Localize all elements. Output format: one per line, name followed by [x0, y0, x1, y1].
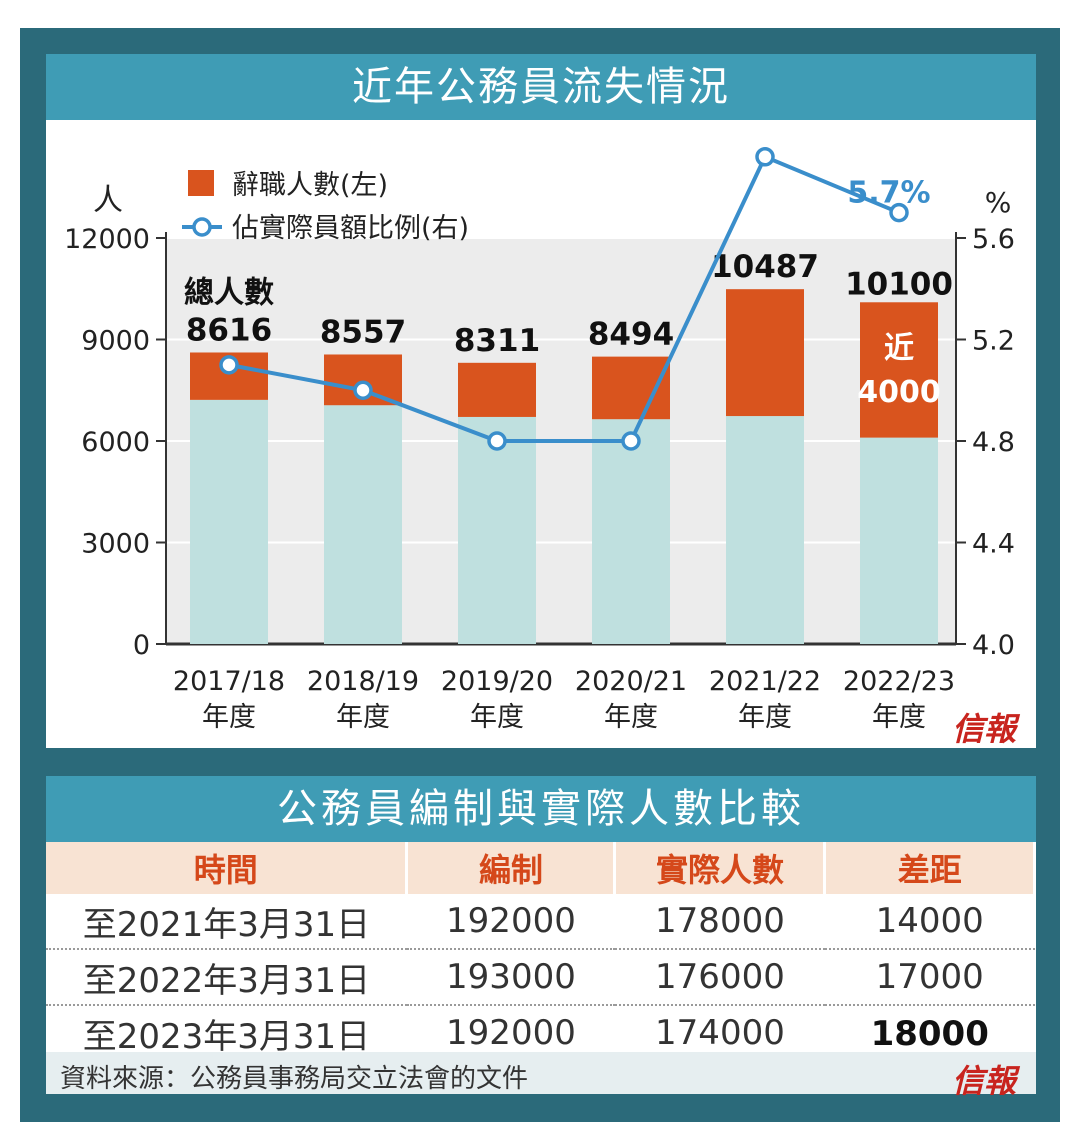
y-right-tick-label: 4.8 [972, 427, 1015, 458]
chart-title: 近年公務員流失情況 [46, 54, 1036, 120]
chart: 0 3000 6000 9000 12000 4.0 4.4 4.8 5.2 5.6 人 % 8616 2… [64, 147, 1015, 733]
x-tick-label: 2019/20 [441, 666, 553, 697]
bar-resignations [726, 289, 804, 417]
bar-annotation: 近 [884, 331, 914, 366]
y-left-tick-label: 3000 [81, 529, 150, 560]
ratio-point [219, 355, 239, 375]
y-right-tick-label: 5.2 [972, 326, 1015, 357]
header-establishment: 編制 [406, 842, 617, 894]
legend-marker-ratio [192, 217, 212, 237]
bar-remaining [726, 416, 804, 644]
cell-gap: 18000 [870, 1013, 989, 1054]
legend-label-resignations: 辭職人數(左) [232, 170, 388, 201]
cell-time: 至2022年3月31日 [46, 949, 407, 1006]
logo-bottom: 信報 [952, 1062, 1017, 1100]
x-tick-label: 2017/18 [173, 666, 285, 697]
table-row: 至2021年3月31日 192000 178000 14000 [46, 894, 1035, 950]
x-tick-label: 2021/22 [709, 666, 821, 697]
y-left-tick-label: 9000 [81, 326, 150, 357]
bar-total-label: 8494 [588, 317, 674, 353]
header-time: 時間 [46, 842, 409, 894]
ratio-point [353, 380, 373, 400]
bar-remaining [324, 405, 402, 644]
y-right-unit: % [985, 186, 1012, 219]
bar-total-label: 10487 [711, 249, 819, 285]
x-tick-label: 年度 [202, 702, 256, 733]
ratio-point [889, 202, 909, 223]
cell-establishment: 193000 [406, 949, 615, 1006]
y-left-tick-label: 0 [133, 630, 150, 661]
legend-swatch-resignations [188, 170, 214, 196]
ratio-point [755, 147, 775, 167]
bar-remaining [190, 399, 268, 644]
y-left-tick-label: 12000 [64, 224, 150, 255]
x-tick-label: 2018/19 [307, 666, 419, 697]
x-tick-label: 年度 [470, 702, 524, 733]
cell-gap: 14000 [824, 894, 1035, 950]
cell-gap: 17000 [824, 949, 1035, 1006]
ratio-line [228, 154, 900, 443]
legend-label-ratio: 佔實際員額比例(右) [232, 213, 469, 244]
cell-establishment: 192000 [406, 894, 615, 950]
total-heading: 總人數 [184, 275, 274, 310]
cell-actual: 178000 [614, 894, 825, 950]
table-header-row: 時間 編制 實際人數 差距 [46, 842, 1036, 894]
ratio-point [621, 431, 641, 451]
x-tick-label: 2020/21 [575, 666, 687, 697]
bar-resignations [592, 356, 670, 420]
table-title: 公務員編制與實際人數比較 [46, 776, 1036, 842]
bar-remaining [458, 416, 536, 644]
bar-total-label: 8557 [320, 314, 406, 350]
x-tick-label: 年度 [336, 702, 390, 733]
bar-remaining [860, 437, 938, 644]
table-row: 至2022年3月31日 193000 176000 17000 [46, 949, 1035, 1006]
x-tick-label: 年度 [604, 702, 658, 733]
bar-total-label: 8616 [186, 312, 272, 348]
ratio-last-label: 5.7% [847, 176, 930, 211]
bar-resignations [860, 302, 938, 438]
bar-total-label: 8311 [454, 323, 540, 359]
header-gap: 差距 [824, 842, 1036, 894]
bar-resignations [458, 362, 536, 417]
y-right-tick-label: 4.4 [972, 529, 1015, 560]
y-right-tick-label: 5.6 [972, 224, 1015, 255]
x-tick-label: 年度 [738, 702, 792, 733]
cell-time: 至2021年3月31日 [46, 894, 407, 950]
bar-remaining [592, 419, 670, 644]
bar-annotation: 4000 [857, 375, 941, 410]
x-tick-label: 2022/23 [843, 666, 955, 697]
comparison-table: 時間 編制 實際人數 差距 至2021年3月31日 192000 178000 … [46, 842, 1036, 1062]
bar-total-label: 10100 [845, 266, 953, 302]
source-text: 資料來源：公務員事務局交立法會的文件 [60, 1064, 529, 1094]
cell-actual: 176000 [614, 949, 825, 1006]
y-left-unit: 人 [93, 183, 123, 218]
header-actual: 實際人數 [614, 842, 827, 894]
ratio-point [487, 431, 507, 451]
source-bar [46, 1052, 1036, 1094]
y-right-tick-label: 4.0 [972, 630, 1015, 661]
y-left-tick-label: 6000 [81, 427, 150, 458]
logo-top: 信報 [952, 710, 1017, 748]
x-tick-label: 年度 [872, 702, 926, 733]
